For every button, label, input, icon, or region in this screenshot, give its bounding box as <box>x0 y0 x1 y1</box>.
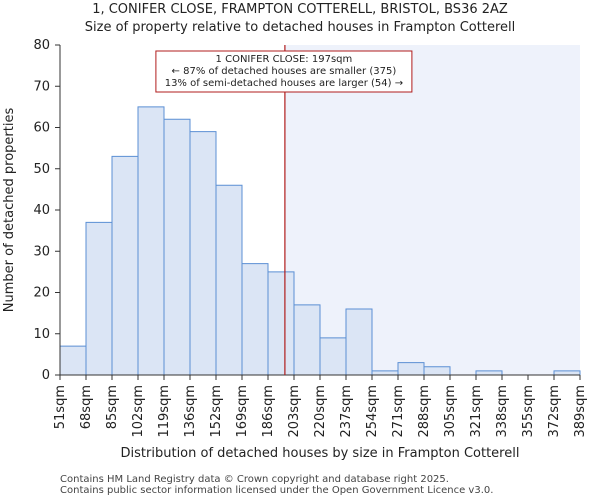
highlight-region <box>284 45 580 375</box>
histogram-bar <box>241 263 269 376</box>
y-tick-label: 80 <box>33 38 50 53</box>
x-axis-title: Distribution of detached houses by size … <box>121 446 520 461</box>
histogram-bar <box>345 308 373 376</box>
x-tick-label: 102sqm <box>131 385 146 438</box>
x-tick-label: 355sqm <box>521 385 536 438</box>
x-tick-label: 254sqm <box>365 385 380 438</box>
x-tick-label: 305sqm <box>443 385 458 438</box>
x-tick-label: 169sqm <box>235 385 250 438</box>
x-tick-label: 237sqm <box>339 385 354 438</box>
y-tick-label: 20 <box>33 286 50 301</box>
annotation-line: 13% of semi-detached houses are larger (… <box>165 78 403 89</box>
x-tick-label: 203sqm <box>287 385 302 438</box>
histogram-bar <box>163 118 191 376</box>
x-tick-label: 389sqm <box>573 385 588 438</box>
annotation-line: ← 87% of detached houses are smaller (37… <box>172 66 397 77</box>
histogram-bar <box>189 131 217 376</box>
y-tick-label: 60 <box>33 121 50 136</box>
x-tick-label: 338sqm <box>495 385 510 438</box>
histogram-bar <box>293 304 321 376</box>
x-tick-label: 220sqm <box>313 385 328 438</box>
annotation-line: 1 CONIFER CLOSE: 197sqm <box>216 54 353 65</box>
x-tick-label: 119sqm <box>157 385 172 438</box>
y-axis-title: Number of detached properties <box>2 108 17 313</box>
x-tick-label: 68sqm <box>79 385 94 429</box>
footer-licence: Contains public sector information licen… <box>60 485 494 496</box>
histogram-bar <box>371 370 399 376</box>
x-tick-label: 288sqm <box>417 385 432 438</box>
y-tick-label: 50 <box>33 162 50 177</box>
y-tick-label: 0 <box>42 368 50 383</box>
x-tick-label: 51sqm <box>53 385 68 429</box>
x-tick-label: 271sqm <box>391 385 406 438</box>
histogram-bar <box>397 362 425 376</box>
histogram-bar <box>215 184 243 376</box>
y-tick-label: 70 <box>33 79 50 94</box>
histogram-bar <box>137 106 165 376</box>
x-tick-label: 136sqm <box>183 385 198 438</box>
histogram-bar <box>111 155 139 376</box>
histogram-bar <box>59 345 87 376</box>
y-tick-label: 40 <box>33 203 50 218</box>
x-tick-label: 372sqm <box>547 385 562 438</box>
footer-copyright: Contains HM Land Registry data © Crown c… <box>60 474 449 485</box>
annotation-box <box>155 50 413 93</box>
x-tick-label: 152sqm <box>209 385 224 438</box>
histogram-bar <box>319 337 347 376</box>
chart-title: 1, CONIFER CLOSE, FRAMPTON COTTERELL, BR… <box>92 2 508 17</box>
x-tick-label: 186sqm <box>261 385 276 438</box>
histogram-bar <box>85 221 113 376</box>
x-tick-label: 321sqm <box>469 385 484 438</box>
histogram-bar <box>553 370 581 376</box>
y-tick-label: 10 <box>33 327 50 342</box>
histogram-bar <box>475 370 503 376</box>
histogram-bar <box>423 366 451 376</box>
chart-subtitle: Size of property relative to detached ho… <box>84 20 516 35</box>
histogram-bar <box>267 271 295 376</box>
x-tick-label: 85sqm <box>105 385 120 429</box>
y-tick-label: 30 <box>33 244 50 259</box>
